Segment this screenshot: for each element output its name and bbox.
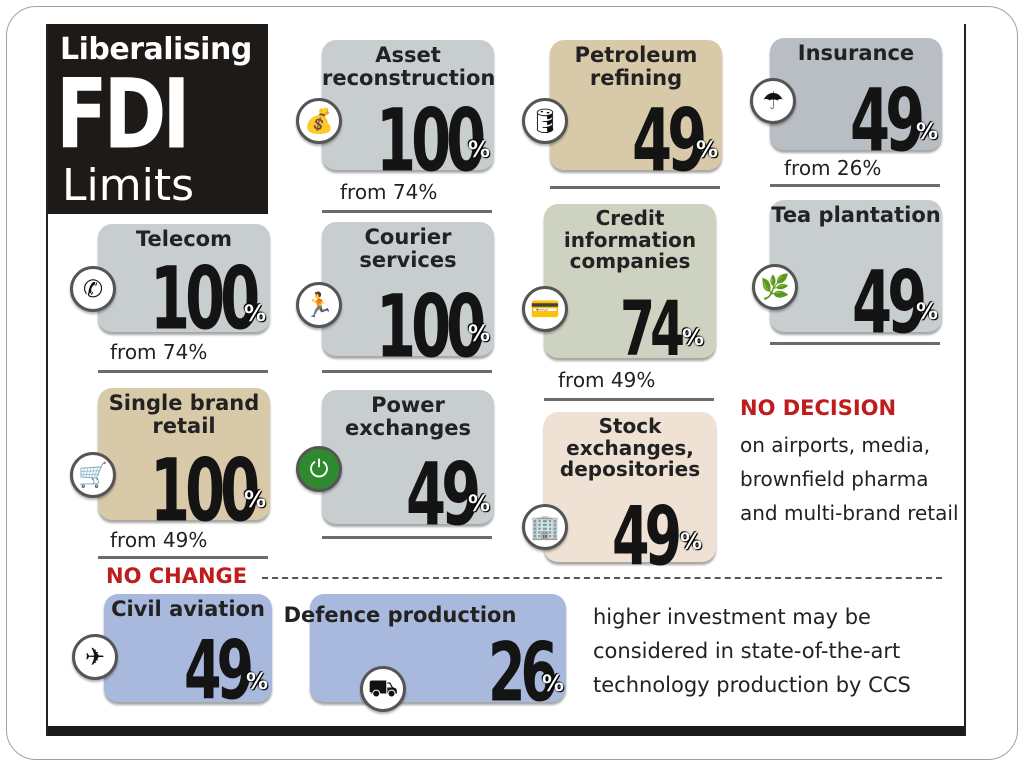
card-tea-plantation: Tea plantation 49 % <box>770 200 942 354</box>
card-limit: 49 <box>406 446 481 546</box>
divider <box>322 210 492 213</box>
percent-sign: % <box>468 322 491 347</box>
credit-card-icon: 💳 <box>522 286 568 332</box>
oil-drop-icon: 🛢 <box>522 98 568 144</box>
divider <box>98 556 268 559</box>
card-power-exchanges: Power exchanges 49 % <box>322 390 494 546</box>
card-label: Insurance <box>797 41 915 65</box>
card-limit: 100 <box>150 250 260 350</box>
card-limit: 49 <box>852 254 927 354</box>
from-value: from 26% <box>784 156 882 180</box>
card-label: Petroleum refining <box>574 43 698 90</box>
card-label: Asset reconstruction <box>322 43 496 90</box>
card-asset-reconstruction: Asset reconstruction 100 % <box>322 40 496 192</box>
percent-sign: % <box>680 530 703 555</box>
percent-sign: % <box>916 300 939 325</box>
card-limit: 100 <box>376 92 486 192</box>
card-limit: 49 <box>632 92 707 192</box>
card-label: Tea plantation <box>771 203 941 227</box>
divider <box>770 184 940 187</box>
percent-sign: % <box>244 302 267 327</box>
higher-investment-note: higher investment may be considered in s… <box>593 605 911 697</box>
card-single-brand-retail: Single brand retail 100 % <box>98 388 270 542</box>
from-value: from 74% <box>340 180 438 204</box>
card-limit: 100 <box>150 442 260 542</box>
fdi-poster: Liberalising FDI Limits Asset reconstruc… <box>46 24 966 736</box>
card-telecom: Telecom 100 % <box>98 224 270 350</box>
no-decision-text: on airports, media, brownfield pharma an… <box>740 433 959 525</box>
card-label: Telecom <box>136 227 232 251</box>
divider <box>544 398 714 401</box>
runner-icon: 🏃 <box>296 282 342 328</box>
card-limit: 100 <box>376 278 486 378</box>
building-icon: 🏢 <box>522 504 568 550</box>
card-label: Defence production <box>283 603 517 627</box>
phone-icon: ✆ <box>70 266 116 312</box>
title-block: Liberalising FDI Limits <box>48 24 268 214</box>
title-line-2: FDI <box>56 58 190 171</box>
card-petroleum-refining: Petroleum refining 49 % <box>550 40 722 192</box>
cart-icon: 🛒 <box>70 452 116 498</box>
from-value: from 49% <box>110 528 208 552</box>
plug-icon: ⏻ <box>296 446 342 492</box>
percent-sign: % <box>916 120 939 145</box>
umbrella-icon: ☂ <box>750 78 796 124</box>
card-insurance: Insurance 49 % <box>770 38 942 172</box>
tank-icon: ⛟ <box>360 666 406 712</box>
card-label: Power exchanges <box>344 393 472 440</box>
card-stock-exchanges: Stock exchanges, depositories 49 % <box>544 412 716 585</box>
percent-sign: % <box>682 326 705 351</box>
divider <box>98 370 268 373</box>
airplane-icon: ✈ <box>72 634 118 680</box>
card-courier-services: Courier services 100 % <box>322 222 494 378</box>
from-value: from 74% <box>110 340 208 364</box>
card-civil-aviation: Civil aviation 49 % <box>104 594 272 719</box>
bottom-bar <box>48 726 964 736</box>
card-label: Single brand retail <box>108 391 260 438</box>
card-limit: 49 <box>184 624 254 719</box>
percent-sign: % <box>468 138 491 163</box>
divider <box>322 370 492 373</box>
no-change-heading: NO CHANGE <box>106 564 248 588</box>
tea-leaf-icon: 🌿 <box>752 264 798 310</box>
divider <box>550 186 720 189</box>
percent-sign: % <box>542 672 565 697</box>
percent-sign: % <box>468 492 491 517</box>
percent-sign: % <box>696 138 719 163</box>
percent-sign: % <box>244 488 267 513</box>
card-limit: 26 <box>488 626 558 721</box>
percent-sign: % <box>246 670 269 695</box>
card-label: Courier services <box>359 225 457 272</box>
card-label: Civil aviation <box>111 597 265 621</box>
dashed-divider <box>262 577 942 579</box>
card-label: Credit information companies <box>563 206 697 274</box>
card-label: Stock exchanges, depositories <box>559 414 701 482</box>
card-limit: 49 <box>612 490 682 585</box>
card-limit: 74 <box>620 286 685 374</box>
title-line-1: Liberalising <box>60 32 252 67</box>
title-line-3: Limits <box>62 160 194 211</box>
no-decision-heading: NO DECISION <box>740 396 897 420</box>
from-value: from 49% <box>558 368 656 392</box>
card-credit-information: Credit information companies 74 % <box>544 204 716 374</box>
money-bag-icon: 💰 <box>296 98 342 144</box>
card-defence-production: Defence production 26 % <box>284 594 566 721</box>
divider <box>322 536 492 539</box>
divider <box>770 342 940 345</box>
card-limit: 49 <box>850 72 925 172</box>
